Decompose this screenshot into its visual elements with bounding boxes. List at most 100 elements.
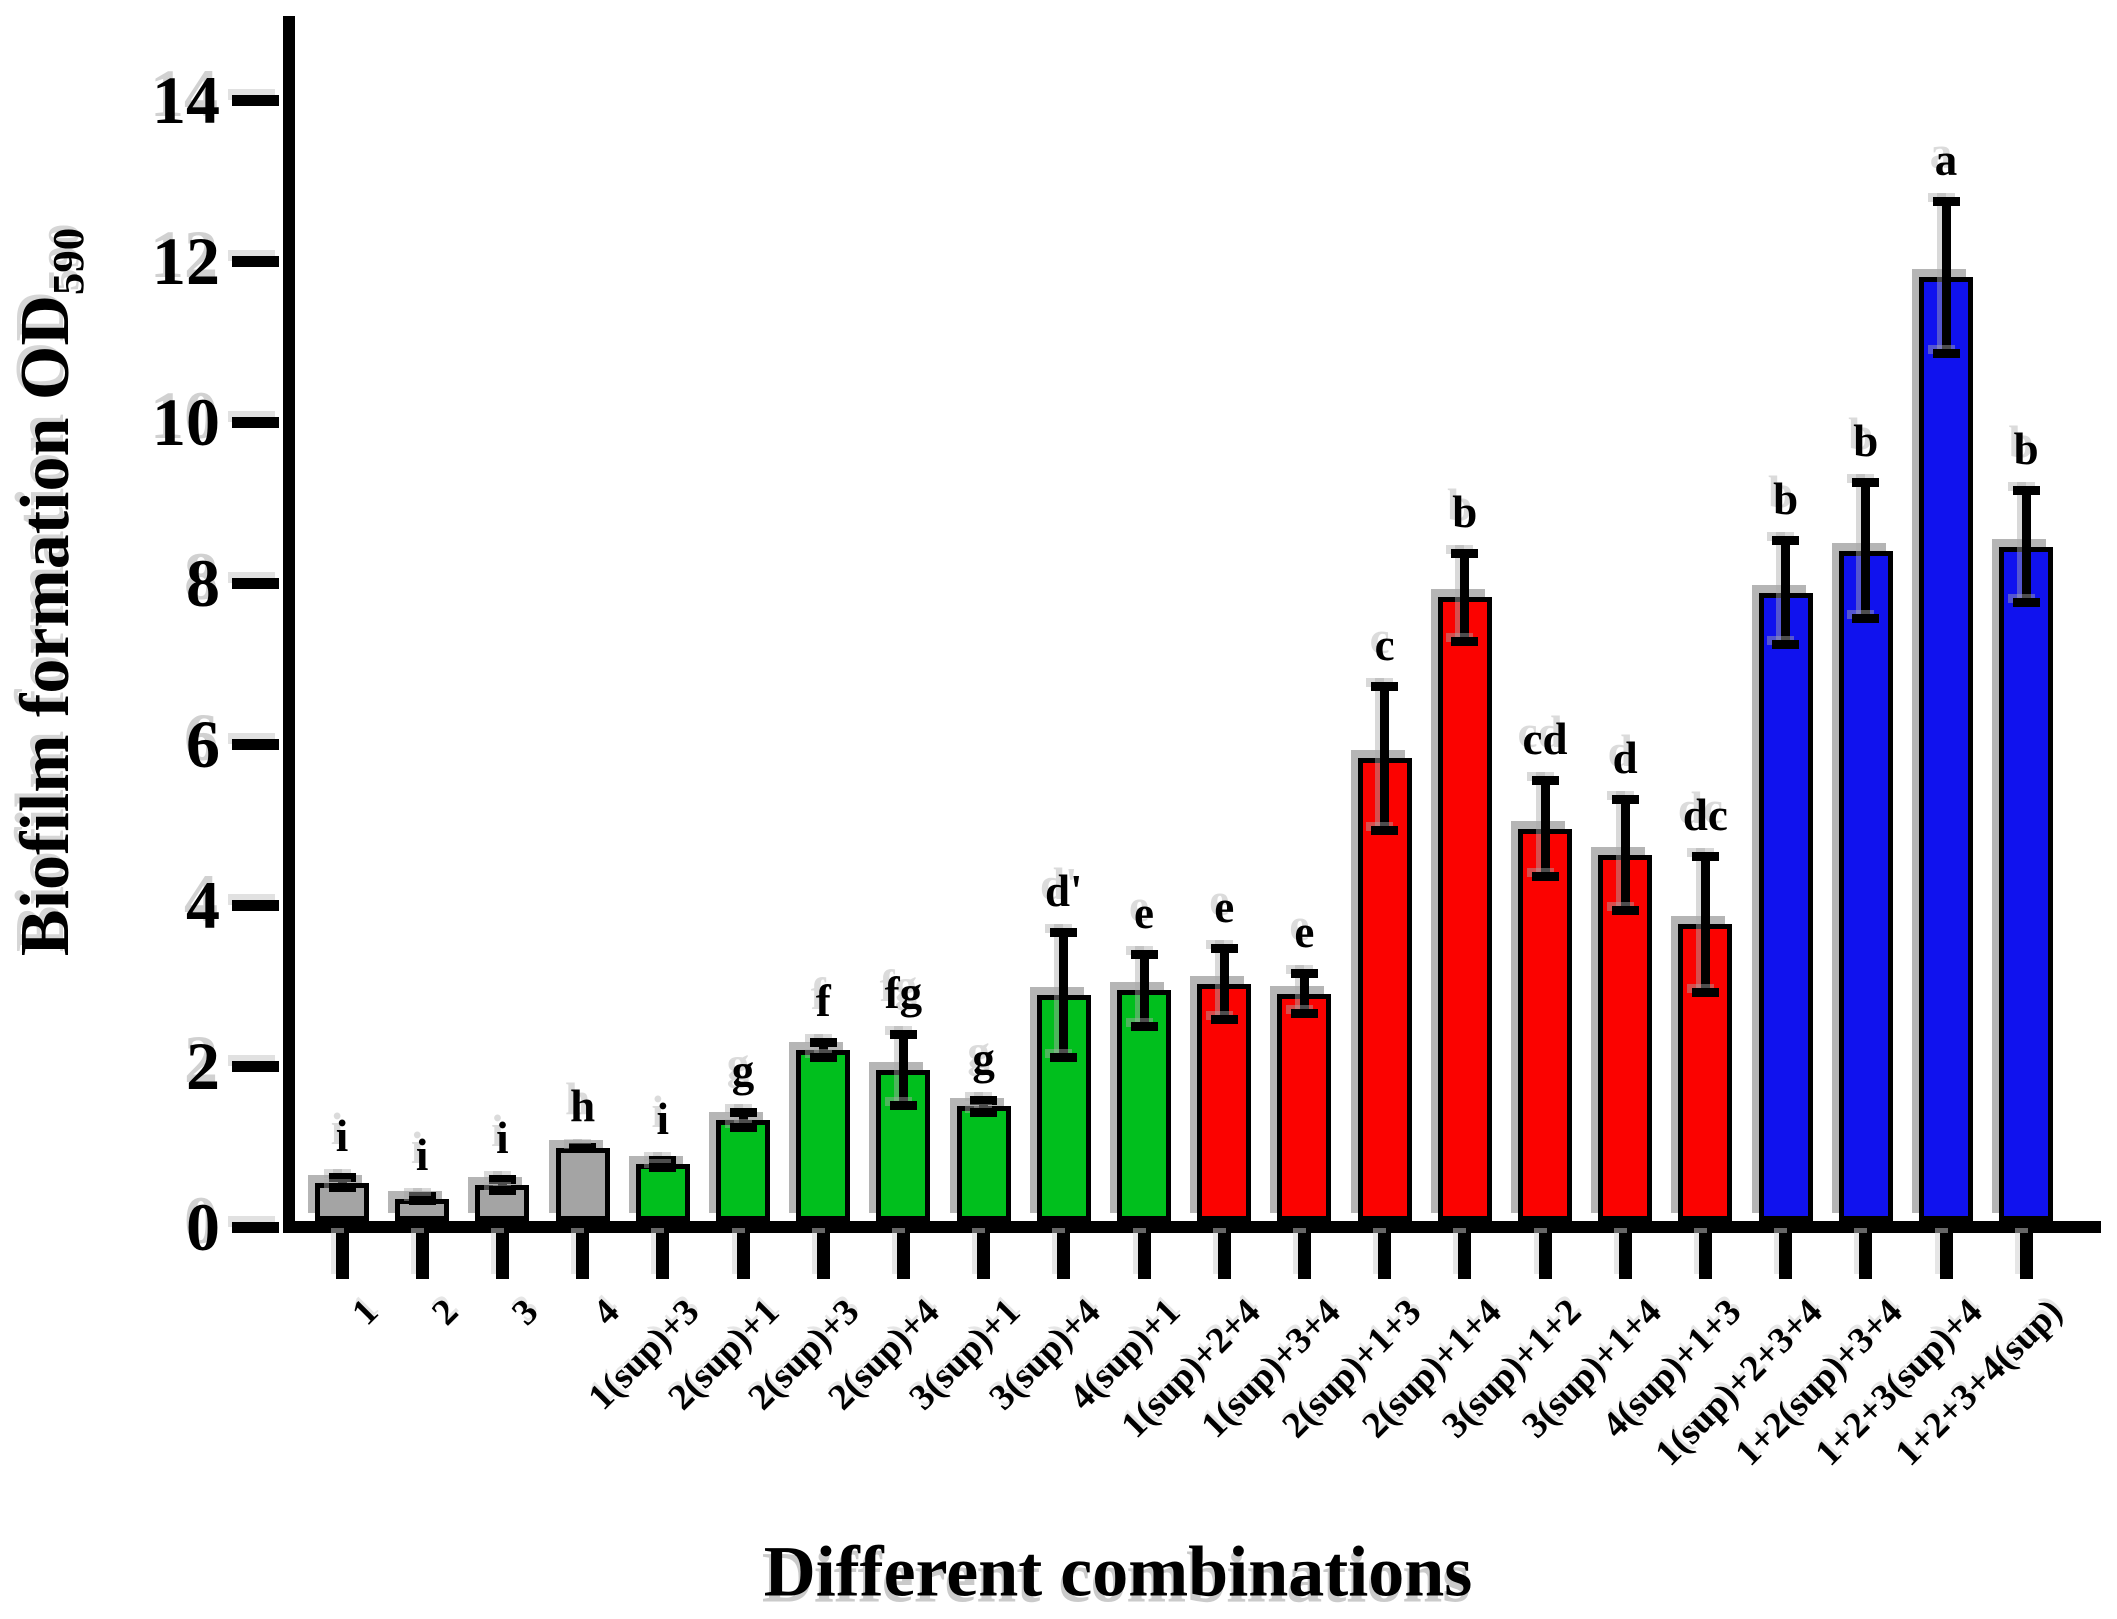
bar-1+2+3+4(sup) [1999, 546, 2054, 1221]
significance-letter-1+2(sup)+3+4: b [1853, 416, 1879, 467]
bar-3(sup)+1+2 [1518, 828, 1572, 1221]
error-cap-top-2(sup)+1 [729, 1107, 757, 1117]
bar-1 [315, 1182, 369, 1221]
significance-letter-1(sup)+3+4: e [1294, 907, 1315, 958]
error-bar-1(sup)+2+4 [1219, 943, 1229, 1025]
error-bar-3(sup)+1+2 [1540, 776, 1550, 881]
x-tick-4(sup)+1+3 [1698, 1233, 1712, 1279]
x-tick-2(sup)+1 [736, 1233, 750, 1279]
bar-1+2(sup)+3+4 [1838, 550, 1893, 1221]
error-cap-top-3(sup)+4 [1050, 928, 1078, 938]
x-tick-3(sup)+4 [1057, 1233, 1071, 1279]
error-cap-top-3(sup)+1 [970, 1095, 998, 1105]
error-bar-3(sup)+1 [979, 1095, 989, 1117]
significance-letter-2(sup)+4: fg [884, 967, 923, 1018]
bar-2(sup)+3 [796, 1049, 851, 1221]
significance-letter-1(sup)+2+3+4: b [1773, 474, 1799, 525]
x-tick-label-2: 2 [424, 1291, 467, 1334]
significance-letter-4: h [570, 1081, 596, 1132]
x-axis-title: Different combinations [763, 1531, 1473, 1612]
bar-1+2+3(sup)+4 [1919, 277, 1973, 1221]
error-bar-1(sup)+3+4 [1299, 969, 1309, 1018]
x-tick-4 [576, 1233, 590, 1279]
error-bar-1+2+3(sup)+4 [1941, 196, 1951, 358]
error-cap-top-1+2+3(sup)+4 [1932, 196, 1960, 206]
error-cap-bottom-3(sup)+1 [970, 1107, 998, 1117]
significance-letter-3(sup)+1+4: d [1612, 732, 1638, 783]
x-tick-1(sup)+2+4 [1217, 1233, 1231, 1279]
x-tick-label-1: 1 [344, 1291, 387, 1334]
y-tick-label-14: 14 [152, 62, 220, 138]
y-tick-label-12: 12 [152, 223, 220, 299]
error-bar-3(sup)+1+4 [1620, 794, 1630, 916]
error-bar-2(sup)+3 [818, 1037, 828, 1062]
bar-2(sup)+1 [716, 1119, 770, 1221]
y-tick-label-4: 4 [186, 867, 220, 943]
significance-letter-2(sup)+1+3: c [1374, 620, 1395, 670]
error-cap-top-2(sup)+1+4 [1451, 549, 1479, 559]
significance-letter-2: i [415, 1130, 429, 1181]
x-tick-3(sup)+1 [977, 1233, 991, 1279]
error-cap-top-3(sup)+1+4 [1611, 794, 1639, 804]
error-cap-bottom-4 [569, 1143, 597, 1153]
error-cap-bottom-2(sup)+1+3 [1371, 825, 1399, 835]
x-tick-3(sup)+1+2 [1538, 1233, 1552, 1279]
significance-letter-1+2+3(sup)+4: a [1934, 134, 1958, 185]
error-bar-1+2+3+4(sup) [2021, 486, 2031, 608]
significance-letter-3(sup)+1+2: cd [1522, 714, 1568, 765]
x-tick-2(sup)+1+3 [1378, 1233, 1392, 1279]
y-tick-label-2: 2 [186, 1028, 220, 1104]
error-bar-4(sup)+1+3 [1700, 851, 1710, 997]
error-cap-top-1+2(sup)+3+4 [1852, 478, 1880, 488]
error-cap-bottom-1 [328, 1183, 356, 1193]
significance-letter-2(sup)+1+4: b [1452, 487, 1478, 538]
error-bar-2(sup)+1+4 [1460, 549, 1470, 646]
error-bar-2(sup)+1+3 [1380, 682, 1390, 835]
error-cap-bottom-1(sup)+2+3+4 [1772, 640, 1800, 649]
error-cap-bottom-2(sup)+1 [729, 1123, 757, 1132]
significance-letter-3: i [496, 1113, 509, 1164]
x-tick-2(sup)+3 [816, 1233, 830, 1279]
error-cap-bottom-1(sup)+2+4 [1210, 1015, 1238, 1025]
error-cap-bottom-1+2+3+4(sup) [2012, 598, 2040, 608]
error-cap-top-3(sup)+1+2 [1531, 776, 1559, 786]
error-bar-2(sup)+4 [898, 1029, 908, 1111]
bar-3(sup)+1 [956, 1106, 1011, 1221]
significance-letter-3(sup)+1: g [972, 1033, 995, 1084]
x-tick-1+2+3+4(sup) [2019, 1233, 2033, 1279]
error-cap-bottom-3(sup)+1+4 [1611, 906, 1639, 916]
significance-letter-4(sup)+1+3: dc [1682, 789, 1728, 840]
y-tick-label-6: 6 [186, 706, 220, 782]
y-tick-label-10: 10 [152, 384, 220, 460]
significance-letter-1(sup)+3: i [656, 1094, 670, 1145]
y-tick-12 [232, 256, 279, 267]
x-tick-label-4: 4 [584, 1291, 627, 1334]
bar-4 [555, 1148, 610, 1221]
x-tick-3(sup)+1+4 [1618, 1233, 1632, 1279]
significance-letter-3(sup)+4: d' [1045, 866, 1083, 917]
x-tick-label-3: 3 [504, 1291, 547, 1334]
error-cap-bottom-3(sup)+1+2 [1531, 871, 1559, 881]
x-tick-1(sup)+3 [656, 1233, 670, 1279]
y-tick-0 [232, 1222, 279, 1233]
error-bar-1 [337, 1173, 347, 1193]
error-bar-3(sup)+4 [1059, 928, 1069, 1062]
x-tick-2 [415, 1233, 429, 1279]
bar-2(sup)+1+3 [1357, 758, 1412, 1221]
x-tick-1(sup)+2+3+4 [1779, 1233, 1793, 1279]
bar-1(sup)+2+3+4 [1758, 592, 1813, 1221]
significance-letter-1: i [335, 1111, 349, 1162]
x-tick-4(sup)+1 [1137, 1233, 1151, 1279]
x-tick-2(sup)+1+4 [1458, 1233, 1472, 1279]
error-cap-top-1(sup)+2+3+4 [1772, 536, 1800, 546]
error-cap-top-1(sup)+3+4 [1290, 969, 1318, 979]
bar-2(sup)+1+4 [1437, 597, 1492, 1221]
error-cap-bottom-2 [408, 1196, 436, 1206]
y-tick-14 [232, 95, 279, 106]
error-cap-bottom-3(sup)+4 [1050, 1052, 1078, 1062]
error-cap-top-1(sup)+3 [649, 1156, 677, 1166]
y-tick-label-8: 8 [186, 545, 220, 621]
error-cap-bottom-1(sup)+3+4 [1290, 1008, 1318, 1018]
error-cap-top-1(sup)+2+4 [1210, 943, 1238, 953]
y-axis-line [283, 16, 295, 1233]
